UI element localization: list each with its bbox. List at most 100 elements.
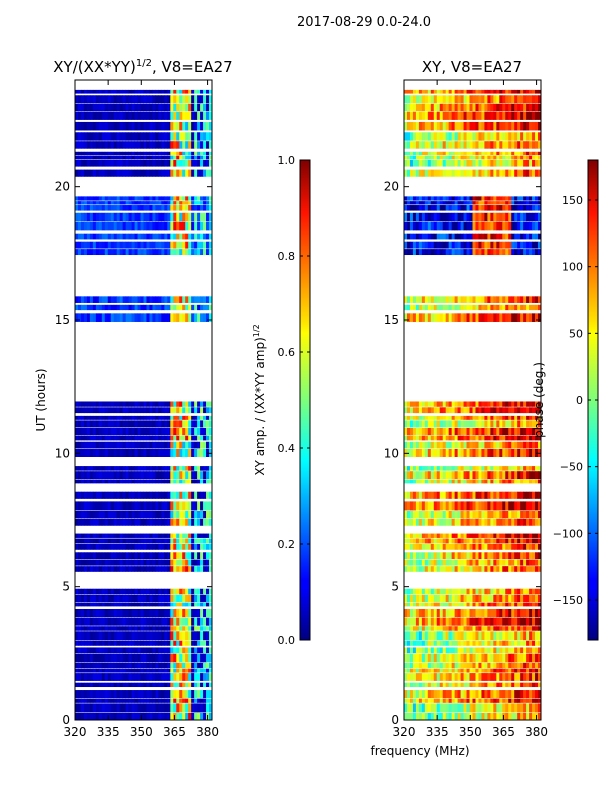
left-cells-cell	[101, 552, 106, 560]
left-cells-cell	[92, 538, 97, 544]
right-cells-cell	[457, 466, 461, 471]
right-cells-cell	[463, 501, 467, 511]
right-cells-cell	[472, 435, 476, 441]
right-cells-cell	[511, 415, 515, 420]
right-cells-cell	[520, 712, 524, 720]
left-cells-cell	[152, 441, 156, 449]
right-cells-cell	[505, 682, 509, 688]
right-cells-cell	[424, 249, 429, 256]
right-cells-cell	[404, 221, 408, 231]
right-cells-cell	[511, 602, 515, 607]
right-cells-cell	[502, 296, 506, 303]
right-cells-cell	[421, 233, 426, 240]
left-cells-cell	[167, 510, 171, 519]
left-cells-cell	[116, 662, 121, 669]
left-cells-cell	[185, 608, 189, 618]
left-cells-cell	[75, 201, 79, 205]
right-cells-cell	[430, 249, 435, 256]
right-cells-cell	[454, 448, 459, 457]
left-cells-cell	[119, 673, 124, 681]
right-cells-cell	[448, 501, 453, 511]
left-cells-cell	[149, 420, 153, 428]
right-cells-cell	[404, 491, 408, 499]
right-cells-cell	[475, 647, 479, 654]
left-cells-cell	[191, 466, 195, 471]
left-cells-cell	[164, 518, 168, 526]
right-cells-cell	[493, 221, 497, 231]
left-cells-cell	[92, 141, 97, 149]
left-cells-cell	[161, 233, 165, 240]
left-cells-cell	[92, 491, 97, 499]
left-cells-cell	[209, 682, 212, 688]
right-cells-cell	[487, 221, 491, 231]
left-cells-cell	[128, 647, 132, 654]
right-cells-cell	[478, 501, 482, 511]
right-cells-cell	[445, 668, 450, 673]
left-cells-cell	[128, 518, 132, 526]
left-cells-cell	[146, 141, 150, 149]
left-cells-cell	[140, 501, 144, 511]
left-cells-cell	[146, 241, 150, 249]
left-cells-cell	[167, 401, 171, 407]
left-cells-cell	[107, 427, 112, 436]
left-cells-cell	[173, 479, 177, 484]
left-cells-cell	[80, 233, 85, 240]
left-cells-cell	[188, 415, 192, 420]
right-cells-cell	[406, 647, 411, 654]
left-cells-cell	[140, 538, 144, 544]
left-cells-cell	[185, 89, 189, 94]
left-cells-cell	[167, 479, 171, 484]
left-cells-cell	[188, 617, 192, 626]
right-cells-cell	[523, 407, 527, 414]
right-cells-cell	[508, 427, 512, 436]
left-cells-cell	[95, 566, 100, 572]
left-cells-cell	[107, 698, 112, 703]
right-cells-cell	[457, 415, 461, 420]
left-cells-cell	[89, 241, 94, 249]
left-cells-cell	[80, 533, 85, 538]
right-cells-cell	[478, 690, 482, 699]
left-cells-cell	[158, 407, 162, 414]
left-cells-cell	[89, 420, 94, 428]
right-cells-cell	[517, 401, 521, 407]
left-cells-cell	[158, 471, 162, 480]
left-cells-cell	[176, 653, 180, 663]
right-cells-cell	[517, 566, 521, 572]
left-cells-cell	[92, 703, 97, 713]
right-cells-cell	[526, 241, 530, 249]
left-cells-cell	[98, 466, 103, 471]
left-cells-cell	[95, 510, 100, 519]
left-cells-cell	[75, 121, 79, 131]
right-cells-cell	[484, 427, 488, 436]
left-cells-cell	[83, 313, 88, 322]
right-cells-cell	[445, 491, 450, 499]
left-cells-cell	[140, 510, 144, 519]
left-cells-cell	[110, 132, 115, 141]
right-cells-cell	[508, 673, 512, 681]
left-cells-cell	[188, 518, 192, 526]
left-cells-cell	[113, 121, 118, 131]
left-cells-cell	[104, 662, 109, 669]
left-cells-cell	[122, 435, 127, 441]
right-cells-cell	[451, 249, 456, 256]
left-cells-cell	[92, 533, 97, 538]
left-cells-cell	[134, 552, 138, 560]
left-cells-cell	[167, 205, 171, 211]
right-cells-cell	[418, 415, 423, 420]
left-cells-cell	[107, 233, 112, 240]
right-cells-cell	[490, 588, 494, 595]
right-cells-cell	[478, 427, 482, 436]
left-cells-cell	[128, 415, 132, 420]
right-cells-cell	[475, 533, 479, 538]
left-cells-cell	[185, 401, 189, 407]
right-cells-cell	[517, 296, 521, 303]
left-cells-cell	[209, 510, 212, 519]
right-cells-cell	[514, 435, 518, 441]
left-cells-cell	[110, 169, 115, 177]
left-cells-cell	[140, 682, 144, 688]
right-cells-cell	[499, 241, 503, 249]
right-cells-cell	[502, 712, 506, 720]
left-cells-cell	[110, 159, 115, 167]
right-cells-cell	[466, 640, 470, 646]
left-cells-cell	[164, 703, 168, 713]
